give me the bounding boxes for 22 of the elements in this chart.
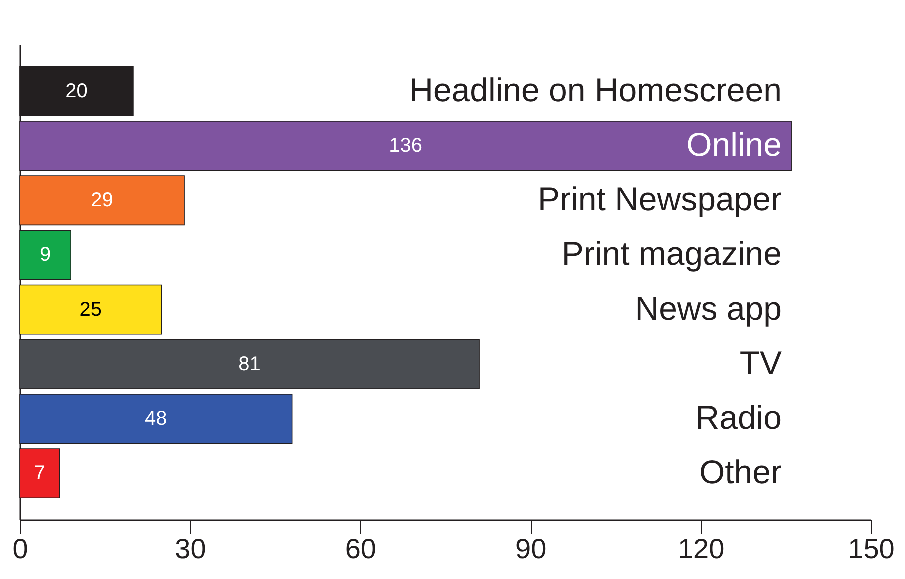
y-tick-label: Headline on Homescreen [410,71,782,108]
y-tick-label: Radio [696,398,782,436]
x-tick-label: 0 [12,534,28,564]
data-label: 29 [91,190,114,212]
data-label: 9 [40,244,52,266]
data-label: 25 [80,298,102,321]
y-tick-label: Other [699,454,782,491]
data-label: 136 [389,135,422,158]
data-label: 81 [238,353,261,376]
y-tick-label: Online [686,126,782,164]
data-label: 20 [66,80,88,102]
y-tick-label: TV [740,344,782,382]
data-label: 48 [145,408,168,430]
y-tick-label: Print magazine [562,235,782,272]
x-tick-label: 90 [516,534,547,564]
x-tick-label: 120 [678,534,725,564]
y-tick-label: News app [635,290,782,327]
data-label: 7 [34,462,46,485]
x-tick-label: 150 [848,534,895,564]
x-tick-label: 60 [345,534,376,564]
y-tick-label: Print Newspaper [538,180,782,218]
x-tick-label: 30 [175,534,206,564]
